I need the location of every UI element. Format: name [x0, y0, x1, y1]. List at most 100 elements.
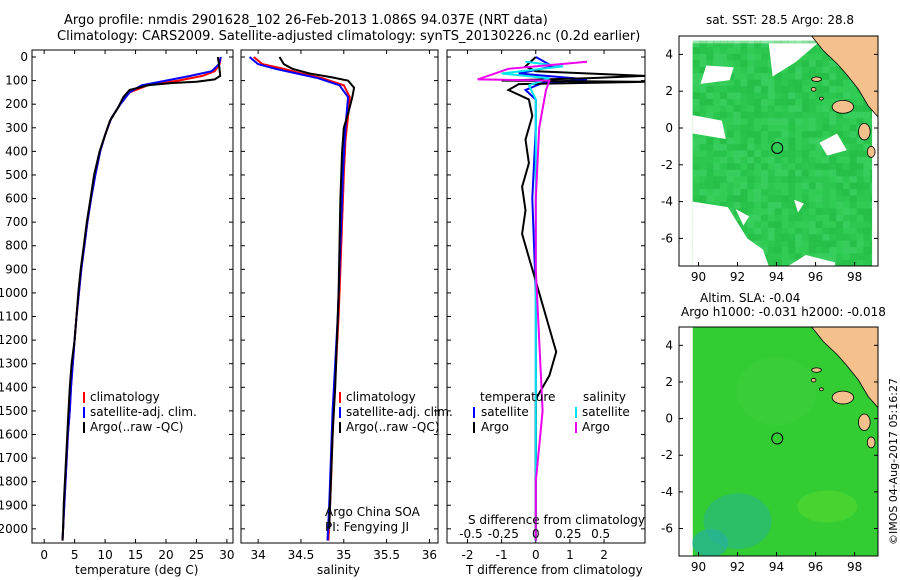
sst-cell: [760, 72, 769, 80]
x-tick-label: 34: [250, 548, 265, 562]
x-tick-label: 36: [422, 548, 437, 562]
x2-tick-label: 0.5: [591, 527, 610, 541]
sst-cell: [815, 79, 823, 87]
sst-cell: [863, 220, 871, 228]
sst-cell: [849, 175, 858, 183]
sst-cell: [747, 111, 755, 119]
sst-cell: [726, 182, 735, 190]
sst-cell: [754, 156, 762, 164]
sst-cell: [692, 130, 700, 138]
sst-cell: [856, 240, 864, 248]
sst-cell: [822, 117, 830, 125]
sst-cell: [726, 143, 735, 151]
sst-cell: [706, 111, 714, 119]
series-line: [248, 56, 350, 541]
sst-cell: [788, 143, 796, 151]
sst-cell: [781, 105, 789, 112]
sst-cell: [815, 156, 823, 164]
sst-cell: [829, 240, 837, 248]
sst-cell: [774, 143, 782, 151]
sst-cell: [815, 240, 823, 248]
sst-cell: [788, 85, 796, 93]
island: [810, 377, 817, 383]
sst-cell: [713, 156, 721, 164]
sst-cell: [836, 195, 844, 203]
sst-cell: [795, 72, 803, 80]
y-tick-label: 0: [665, 412, 673, 426]
sst-cell: [781, 162, 789, 170]
sst-cell: [815, 208, 823, 215]
sst-cell: [863, 233, 871, 241]
sst-cell: [842, 117, 851, 125]
sst-cell: [849, 195, 858, 203]
map-frame: [678, 35, 879, 267]
sst-cell: [856, 105, 864, 112]
sst-cell: [781, 195, 789, 203]
sst-cell: [801, 233, 810, 241]
sst-cell: [760, 195, 769, 203]
sst-cell: [719, 98, 728, 106]
x2-tick-label: 0: [532, 527, 540, 541]
series-line: [477, 60, 588, 541]
difference-chart: -2 -1 0 1 2 -0.5 -0.25 0 0.25 0.5: [446, 49, 646, 562]
sst-cell: [795, 137, 803, 145]
sst-cell: [692, 79, 700, 87]
sst-cell: [801, 162, 810, 170]
sst-cell: [829, 72, 837, 80]
y-tick-label: 1800: [0, 475, 28, 489]
sst-cell: [856, 169, 864, 177]
sst-cell: [856, 214, 864, 222]
sst-cell: [733, 162, 741, 170]
y-tick-label: 1400: [0, 380, 28, 394]
sst-cell: [747, 124, 755, 132]
sst-cell: [726, 117, 735, 125]
sst-cell: [822, 105, 830, 112]
sst-cell: [706, 59, 714, 67]
sst-cell: [788, 124, 796, 132]
sst-cell: [781, 137, 789, 145]
x-tick-label: 5: [71, 548, 79, 562]
y-tick-label: 4: [665, 47, 673, 61]
sst-cell: [822, 208, 830, 215]
sst-cell: [829, 195, 837, 203]
sst-cell: [706, 98, 714, 106]
sst-cell: [808, 105, 817, 112]
argo-float-marker: [771, 141, 784, 154]
sst-cell: [726, 79, 735, 87]
sst-cell: [842, 162, 851, 170]
sst-cell: [767, 105, 776, 112]
y-tick-label: 500: [5, 168, 28, 182]
sst-cell: [808, 214, 817, 222]
sst-cell: [767, 227, 776, 235]
sst-cell: [726, 195, 735, 203]
sst-cell: [706, 105, 714, 112]
sst-cell: [767, 66, 776, 74]
sst-cell: [733, 47, 741, 54]
sst-cell: [706, 175, 714, 183]
sst-cell: [795, 59, 803, 67]
sst-cell: [733, 105, 741, 112]
sst-cell: [856, 175, 864, 183]
sal-legend-climatology: climatology: [346, 390, 416, 404]
sst-cell: [747, 85, 755, 93]
sst-cell: [774, 124, 782, 132]
sst-cell: [740, 66, 748, 74]
sst-cell: [856, 117, 864, 125]
sst-cell: [781, 143, 789, 151]
sst-cell: [760, 59, 769, 67]
sst-cell: [836, 214, 844, 222]
sst-cell: [795, 162, 803, 170]
sst-cell: [781, 208, 789, 215]
sst-cell: [733, 117, 741, 125]
sst-cell: [719, 124, 728, 132]
y-tick-label: 800: [5, 239, 28, 253]
sst-cell: [842, 143, 851, 151]
sst-cell: [788, 162, 796, 170]
sst-cell: [713, 195, 721, 203]
sst-cell: [856, 137, 864, 145]
sst-cell: [815, 175, 823, 183]
diff-legend-s-argo: Argo: [582, 420, 610, 434]
sst-cell: [808, 143, 817, 151]
sst-cell: [692, 59, 700, 67]
sst-cell: [713, 111, 721, 119]
